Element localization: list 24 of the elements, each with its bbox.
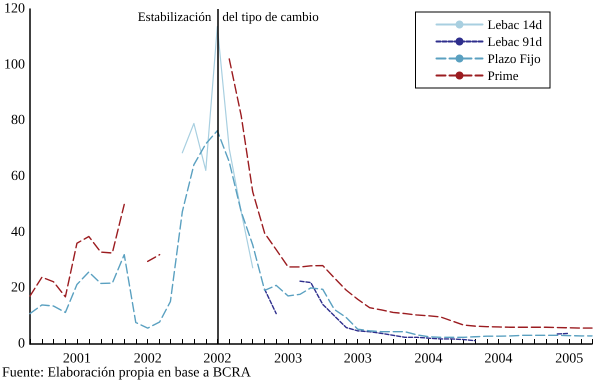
- y-tick-label: 60: [11, 169, 25, 184]
- y-tick-label: 80: [11, 113, 25, 128]
- x-tick-label: 2004: [414, 352, 443, 366]
- line-series: [182, 26, 254, 268]
- y-tick-label: 100: [4, 57, 25, 72]
- x-tick-label: 2001: [62, 352, 91, 366]
- x-tick-label: 2003: [274, 352, 302, 366]
- y-tick-label: 0: [18, 336, 25, 352]
- x-tick-label: 2005: [555, 352, 584, 366]
- source-note: Fuente: Elaboración propia en base a BCRA: [2, 366, 252, 380]
- x-tick-label: 2002: [203, 352, 232, 366]
- annotation: del tipo de cambio: [222, 9, 319, 24]
- legend-label: Plazo Fijo: [488, 51, 541, 66]
- y-tick-label: 40: [11, 224, 25, 240]
- legend-label: Prime: [488, 68, 519, 83]
- line-series: [29, 130, 593, 338]
- y-tick-label: 120: [4, 2, 25, 16]
- x-tick-label: 2002: [134, 352, 162, 366]
- y-tick-label: 20: [11, 280, 25, 296]
- annotation: Estabilización: [138, 9, 212, 24]
- legend-label: Lebac 91d: [488, 34, 542, 49]
- x-tick-label: 2004: [484, 352, 513, 366]
- legend-label: Lebac 14d: [488, 17, 542, 32]
- x-tick-label: 2003: [344, 352, 372, 366]
